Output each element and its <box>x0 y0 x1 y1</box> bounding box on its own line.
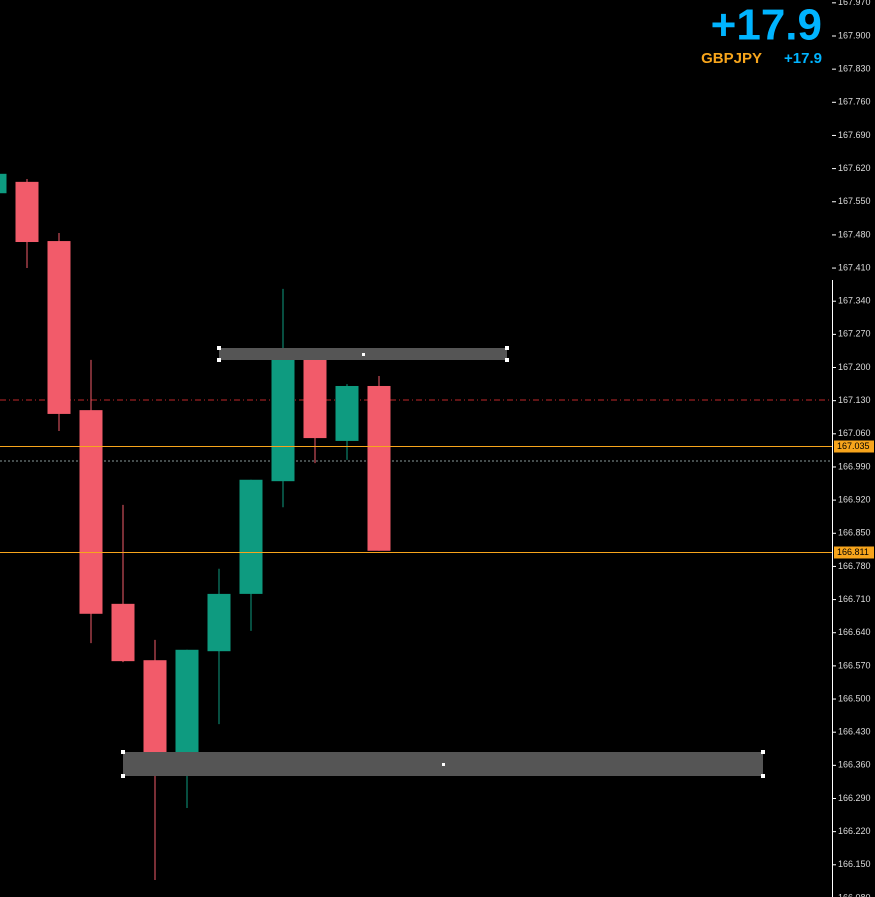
y-tick-label: 166.640 <box>838 627 871 637</box>
y-tick-label: 167.550 <box>838 196 871 206</box>
body <box>111 603 135 662</box>
handle <box>121 774 125 778</box>
y-tick-label: 166.150 <box>838 859 871 869</box>
y-tick-label: 167.480 <box>838 229 871 239</box>
body <box>335 385 359 441</box>
y-tick-label: 167.620 <box>838 163 871 173</box>
y-tick-label: 167.130 <box>838 395 871 405</box>
y-tick-label: 166.220 <box>838 826 871 836</box>
y-tick-label: 166.500 <box>838 693 871 703</box>
symbol: GBPJPY <box>701 50 762 67</box>
body <box>239 479 263 594</box>
body <box>367 385 391 551</box>
y-tick-label: 166.360 <box>838 760 871 770</box>
handle <box>362 353 365 356</box>
body <box>47 241 71 414</box>
y-tick-label: 166.080 <box>838 892 871 897</box>
y-tick-label: 166.430 <box>838 727 871 737</box>
y-tick-label: 167.690 <box>838 130 871 140</box>
body <box>175 649 199 754</box>
change: +17.9 <box>784 50 822 67</box>
body <box>79 410 103 614</box>
y-tick-label: 167.970 <box>838 0 871 7</box>
y-tick-label: 167.760 <box>838 97 871 107</box>
y-tick-label: 166.710 <box>838 594 871 604</box>
handle <box>217 346 221 350</box>
y-tick-label: 166.290 <box>838 793 871 803</box>
y-tick-label: 166.850 <box>838 528 871 538</box>
y-tick-label: 166.920 <box>838 494 871 504</box>
body <box>143 660 167 753</box>
body <box>303 358 327 439</box>
handle <box>442 763 445 766</box>
y-tick-label: 167.410 <box>838 262 871 272</box>
handle <box>761 774 765 778</box>
price-label-box <box>834 440 874 453</box>
body <box>207 593 231 652</box>
y-tick-label: 167.830 <box>838 64 871 74</box>
handle <box>505 346 509 350</box>
y-tick-label: 167.200 <box>838 362 871 372</box>
handle <box>761 750 765 754</box>
price-label: 166.811 <box>837 547 869 557</box>
handle <box>217 358 221 362</box>
price-label: 167.035 <box>837 441 870 451</box>
body <box>15 181 39 243</box>
body <box>0 173 7 194</box>
price-label-box <box>834 546 874 559</box>
handle <box>121 750 125 754</box>
y-tick-label: 166.990 <box>838 461 871 471</box>
y-tick-label: 167.900 <box>838 30 871 40</box>
y-tick-label: 166.780 <box>838 561 871 571</box>
body <box>271 358 295 482</box>
y-tick-label: 167.060 <box>838 428 871 438</box>
headline: +17.9 <box>711 1 822 50</box>
handle <box>505 358 509 362</box>
y-tick-label: 166.570 <box>838 660 871 670</box>
candles <box>0 173 391 880</box>
y-tick-label: 167.270 <box>838 329 871 339</box>
y-tick-label: 167.340 <box>838 296 871 306</box>
